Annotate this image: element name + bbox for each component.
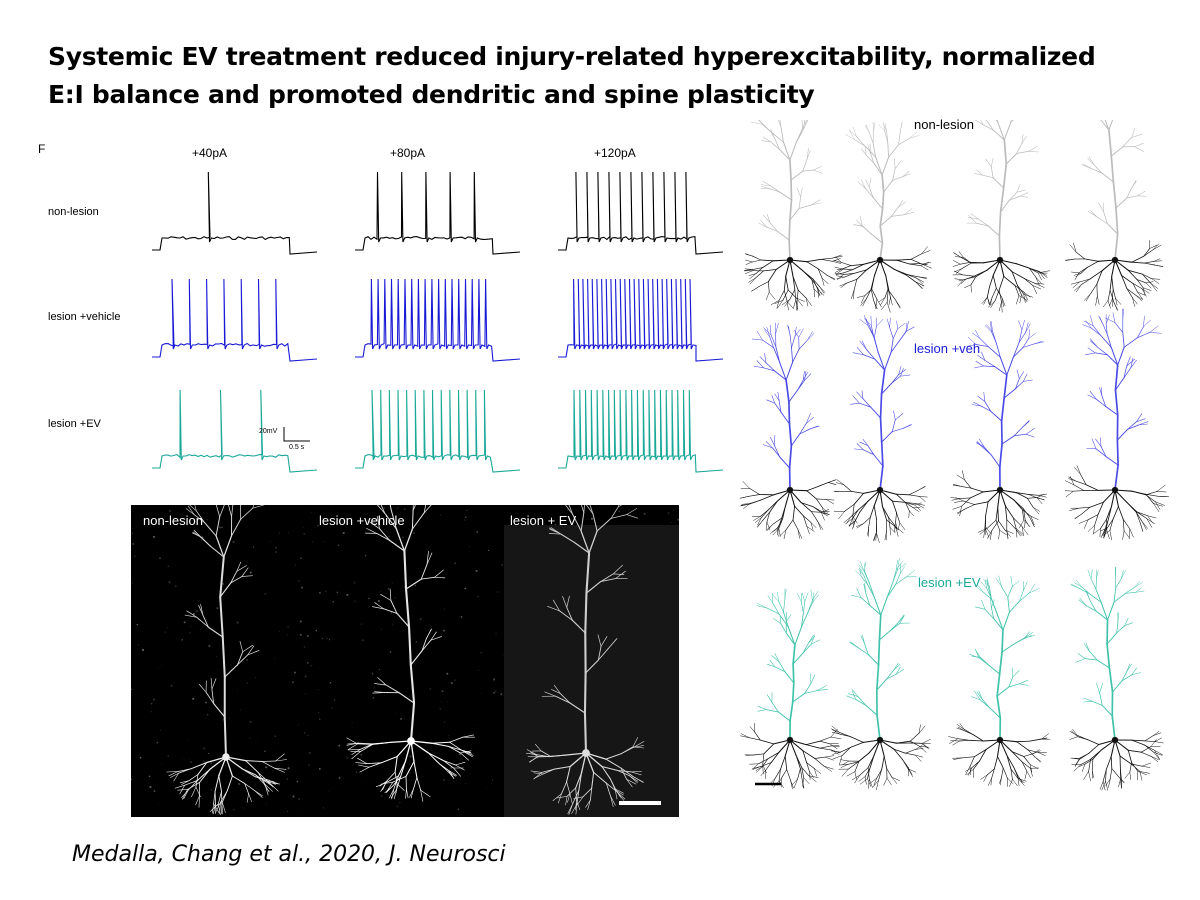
panel-letter: F xyxy=(38,142,46,156)
voltage-trace xyxy=(558,171,724,255)
voltage-trace xyxy=(558,278,724,362)
voltage-trace xyxy=(355,171,521,255)
recon-label-lesion-veh: lesion +veh xyxy=(914,341,981,356)
citation: Medalla, Chang et al., 2020, J. Neurosci xyxy=(72,842,506,867)
confocal-neuron-non-lesion xyxy=(166,505,287,816)
recon-label-lesion-ev: lesion +EV xyxy=(918,575,981,590)
voltage-trace xyxy=(355,389,521,473)
stimulus-label-2: +80pA xyxy=(390,146,426,160)
voltage-trace xyxy=(152,171,318,255)
row-label-non-lesion: non-lesion xyxy=(48,206,99,218)
confocal-neurons xyxy=(131,505,679,817)
micro-label-non-lesion: non-lesion xyxy=(143,513,203,528)
title-line-1: Systemic EV treatment reduced injury-rel… xyxy=(48,42,1096,71)
voltage-trace xyxy=(558,389,724,473)
scale-bar-voltage-label: 20mV xyxy=(259,428,278,435)
voltage-traces xyxy=(152,171,724,473)
reconstructed-neuron xyxy=(1065,120,1164,311)
title-line-2: E:I balance and promoted dendritic and s… xyxy=(48,80,815,109)
image-tile-tint xyxy=(504,525,679,817)
micro-label-lesion-vehicle: lesion +vehicle xyxy=(319,513,405,528)
confocal-neuron-lesion-vehicle xyxy=(346,505,476,802)
reconstructed-neuron xyxy=(833,315,928,543)
row-label-lesion-vehicle: lesion +vehicle xyxy=(48,311,121,323)
reconstructed-neuron xyxy=(740,588,842,790)
scale-bar-time-label: 0.5 s xyxy=(289,444,305,451)
reconstructed-neuron xyxy=(831,558,931,791)
stimulus-label-1: +40pA xyxy=(192,146,228,160)
recon-label-non-lesion: non-lesion xyxy=(914,117,974,132)
voltage-trace xyxy=(355,278,521,362)
neuron-reconstructions xyxy=(739,120,1170,791)
voltage-trace xyxy=(152,389,318,473)
scale-bar xyxy=(283,427,310,442)
slide-title: Systemic EV treatment reduced injury-rel… xyxy=(48,38,1168,114)
reconstructed-neuron xyxy=(833,121,932,313)
reconstructed-neuron xyxy=(1064,308,1170,541)
confocal-neuron-lesion-ev xyxy=(525,505,645,815)
reconstructed-neuron xyxy=(952,120,1051,313)
reconstructed-neuron xyxy=(948,575,1051,787)
voltage-trace xyxy=(152,278,318,362)
micro-label-lesion-ev: lesion + EV xyxy=(510,513,577,528)
reconstructed-neuron xyxy=(1069,566,1164,791)
reconstructed-neuron xyxy=(744,120,843,311)
row-label-lesion-ev: lesion +EV xyxy=(48,418,101,430)
stimulus-label-3: +120pA xyxy=(594,146,636,160)
reconstructed-neuron xyxy=(739,322,837,540)
reconstructed-neuron xyxy=(950,319,1048,541)
confocal-image-panel: non-lesion lesion +vehicle lesion + EV xyxy=(131,505,679,817)
